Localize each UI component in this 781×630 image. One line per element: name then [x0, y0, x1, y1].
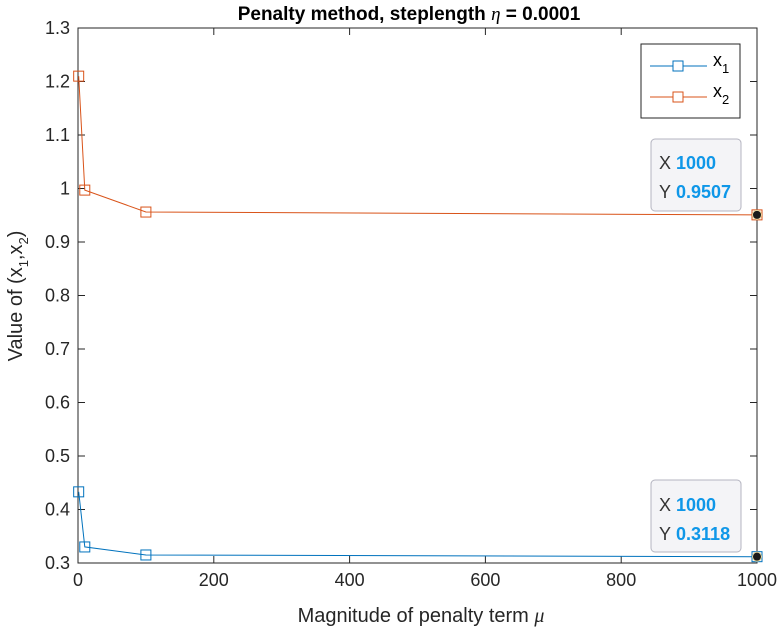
y-tick-label: 0.3 — [45, 553, 70, 573]
x-tick-label: 0 — [73, 570, 83, 590]
y-tick-label: 1.3 — [45, 18, 70, 38]
datatip-x-row: X 1000 — [659, 153, 716, 173]
series-line-x1 — [78, 491, 758, 558]
datatip-box — [650, 138, 742, 212]
datatip-box — [650, 479, 742, 553]
data-point-x1 — [79, 541, 91, 553]
x-tick-label: 600 — [470, 570, 500, 590]
data-point-x2 — [79, 184, 91, 196]
y-tick-label: 0.4 — [45, 500, 70, 520]
y-tick-label: 1.1 — [45, 125, 70, 145]
y-axis: 0.3 0.4 0.5 0.6 0.7 0.8 0.9 1 1.1 1.2 1.3 — [45, 18, 757, 573]
datatip-x1[interactable]: X 1000 Y 0.3118 — [650, 479, 742, 553]
x-tick-label: 1000 — [737, 570, 777, 590]
legend-marker-x2 — [672, 91, 684, 103]
chart-title: Penalty method, steplength η = 0.0001 — [238, 4, 581, 25]
legend-marker-x1 — [672, 60, 684, 72]
x-axis-label: Magnitude of penalty term μ — [298, 605, 545, 627]
y-tick-label: 0.8 — [45, 286, 70, 306]
datatip-y-row: Y 0.3118 — [659, 524, 730, 544]
y-tick-label: 1 — [60, 179, 70, 199]
legend-box — [640, 43, 741, 119]
legend-label-x2: x2 — [713, 81, 729, 107]
x-tick-label: 800 — [606, 570, 636, 590]
datatip-marker-x1 — [752, 551, 762, 562]
y-tick-label: 0.6 — [45, 393, 70, 413]
legend-entry-x1[interactable]: x1 — [650, 50, 729, 76]
datatip-y-row: Y 0.9507 — [659, 182, 731, 202]
data-point-x1 — [73, 486, 85, 498]
x-tick-label: 400 — [335, 570, 365, 590]
data-point-x1 — [140, 549, 152, 561]
datatip-markers — [752, 209, 762, 562]
legend[interactable]: x1 x2 — [640, 43, 741, 119]
series-line-x2 — [78, 76, 758, 216]
y-tick-label: 0.5 — [45, 446, 70, 466]
datatip-x2[interactable]: X 1000 Y 0.9507 — [650, 138, 742, 212]
data-point-x2 — [73, 70, 85, 82]
legend-label-x1: x1 — [713, 50, 729, 76]
y-tick-label: 0.9 — [45, 232, 70, 252]
x-tick-label: 200 — [199, 570, 229, 590]
datatip-x-row: X 1000 — [659, 495, 716, 515]
x-axis: 0 200 400 600 800 1000 — [73, 28, 777, 590]
y-tick-label: 0.7 — [45, 339, 70, 359]
datatip-marker-x2 — [752, 209, 762, 220]
data-point-x2 — [140, 206, 152, 218]
y-tick-label: 1.2 — [45, 72, 70, 92]
legend-entry-x2[interactable]: x2 — [650, 81, 729, 107]
y-axis-label: Value of (x1,x2) — [5, 231, 31, 362]
